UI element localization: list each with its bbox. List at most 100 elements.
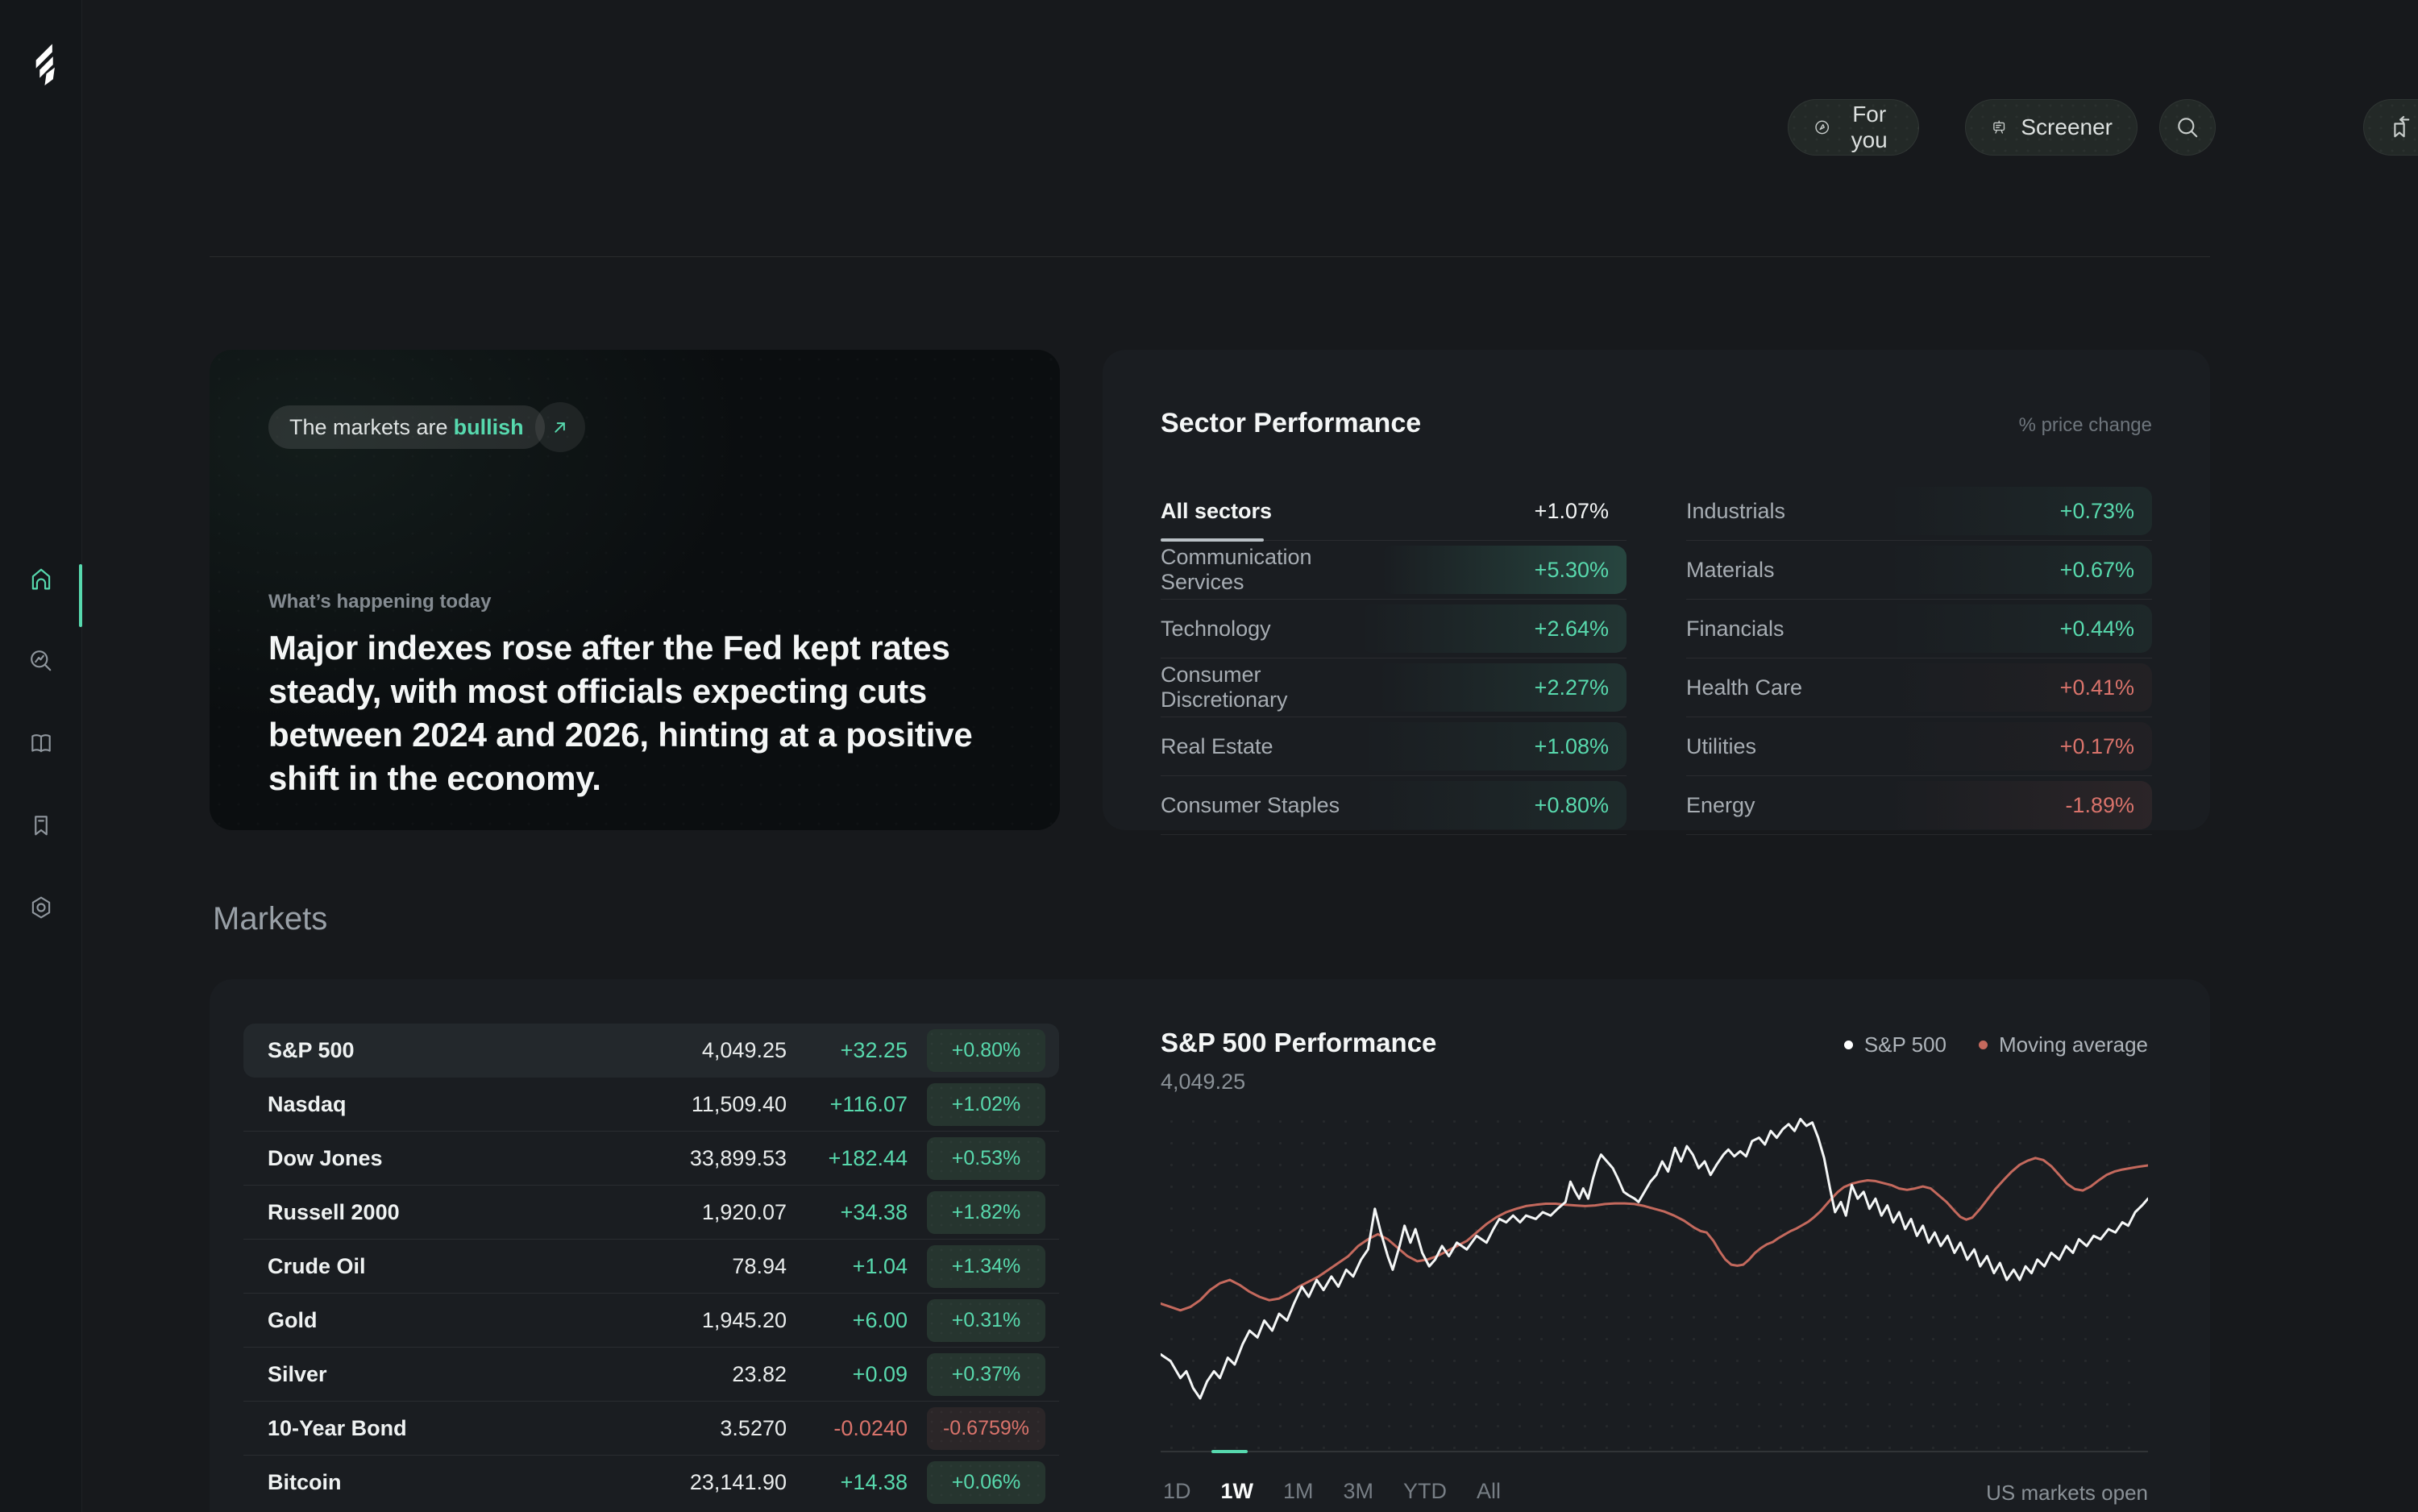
market-row-bitcoin[interactable]: Bitcoin 23,141.90 +14.38 +0.06% xyxy=(243,1456,1059,1510)
tab-1d[interactable]: 1D xyxy=(1163,1479,1191,1503)
sector-change-badge: +1.08% xyxy=(1361,722,1627,771)
sp500-chart-panel: S&P 500 Performance 4,049.25 S&P 500 Mov… xyxy=(1161,979,2148,1512)
market-change: +6.00 xyxy=(852,1307,908,1332)
market-change: -0.0240 xyxy=(833,1415,908,1440)
sector-row[interactable]: Real Estate +1.08% xyxy=(1161,717,1627,776)
tab-all[interactable]: All xyxy=(1477,1479,1502,1503)
sector-change-badge: +2.27% xyxy=(1377,663,1627,712)
market-name: Nasdaq xyxy=(268,1091,347,1116)
market-change: +1.04 xyxy=(852,1253,908,1278)
sector-row[interactable]: Energy -1.89% xyxy=(1686,776,2152,835)
moving-average-line xyxy=(1161,1157,2148,1312)
sector-row[interactable]: Consumer Discretionary +2.27% xyxy=(1161,658,1627,717)
chart-title: S&P 500 Performance xyxy=(1161,1028,1437,1057)
legend-item-sp500[interactable]: S&P 500 xyxy=(1843,1032,1946,1057)
screener-button[interactable]: Screener xyxy=(1965,99,2138,156)
screener-label: Screener xyxy=(2021,114,2113,139)
sector-row[interactable]: Materials +0.67% xyxy=(1686,541,2152,600)
app-logo-icon[interactable] xyxy=(24,42,60,90)
for-you-button[interactable]: For you xyxy=(1788,99,1919,156)
market-name: Russell 2000 xyxy=(268,1199,400,1224)
market-pct-badge: -0.6759% xyxy=(927,1406,1045,1450)
market-value: 23,141.90 xyxy=(689,1470,787,1494)
market-row-dow-jones[interactable]: Dow Jones 33,899.53 +182.44 +0.53% xyxy=(243,1132,1059,1186)
sector-row[interactable]: Health Care +0.41% xyxy=(1686,658,2152,717)
search-button[interactable] xyxy=(2159,99,2216,156)
sidebar-item-settings[interactable] xyxy=(27,893,56,922)
sentiment-prefix: The markets are xyxy=(289,414,448,439)
sector-column-right: Industrials +0.73% Materials +0.67% Fina… xyxy=(1686,482,2152,835)
legend-item-moving-average[interactable]: Moving average xyxy=(1979,1032,2148,1057)
header: For you Screener xyxy=(0,99,2418,156)
range-track-active-segment xyxy=(1211,1450,1248,1453)
market-sentiment-chip[interactable]: The markets are bullish xyxy=(268,405,545,449)
market-pct-badge: +0.80% xyxy=(927,1028,1045,1072)
market-pct-badge: +1.82% xyxy=(927,1190,1045,1234)
market-name: Gold xyxy=(268,1307,318,1332)
tab-1m[interactable]: 1M xyxy=(1283,1479,1314,1503)
sidebar-item-learn[interactable] xyxy=(27,729,56,758)
sector-change-badge: +0.41% xyxy=(1886,663,2152,712)
open-sentiment-button[interactable] xyxy=(535,402,585,452)
market-status-label: US markets open xyxy=(1986,1481,2148,1505)
market-row-crude-oil[interactable]: Crude Oil 78.94 +1.04 +1.34% xyxy=(243,1240,1059,1294)
sidebar-item-saved[interactable] xyxy=(27,811,56,840)
book-icon xyxy=(31,734,51,753)
tab-ytd[interactable]: YTD xyxy=(1403,1479,1448,1503)
market-pct-badge: +0.31% xyxy=(927,1298,1045,1342)
price-change-unit-label: % price change xyxy=(2018,414,2152,436)
sector-row[interactable]: Consumer Staples +0.80% xyxy=(1161,776,1627,835)
tab-3m[interactable]: 3M xyxy=(1343,1479,1374,1503)
sector-row[interactable]: Utilities +0.17% xyxy=(1686,717,2152,776)
sector-change-badge: +0.67% xyxy=(1886,546,2152,594)
sector-change-badge: -1.89% xyxy=(1886,781,2152,829)
for-you-label: For you xyxy=(1851,102,1888,152)
market-row-sp500[interactable]: S&P 500 4,049.25 +32.25 +0.80% xyxy=(243,1024,1059,1078)
market-value: 3.5270 xyxy=(720,1415,787,1440)
sector-value: +1.07% xyxy=(1534,498,1609,523)
market-change: +182.44 xyxy=(828,1145,908,1170)
market-value: 1,920.07 xyxy=(701,1199,787,1224)
market-change: +0.09 xyxy=(852,1361,908,1386)
sector-label: Industrials xyxy=(1686,498,1786,523)
market-row-nasdaq[interactable]: Nasdaq 11,509.40 +116.07 +1.02% xyxy=(243,1078,1059,1132)
market-value: 4,049.25 xyxy=(701,1037,787,1062)
market-value: 78.94 xyxy=(732,1253,787,1278)
sp500-line xyxy=(1161,1118,2148,1400)
arrow-up-right-icon xyxy=(555,422,565,433)
chart-plot-area[interactable] xyxy=(1161,1111,2148,1449)
sidebar-item-explore[interactable] xyxy=(27,646,56,675)
sidebar-item-home[interactable] xyxy=(27,564,56,593)
hero-kicker: What’s happening today xyxy=(268,591,492,613)
market-row-10-year-bond[interactable]: 10-Year Bond 3.5270 -0.0240 -0.6759% xyxy=(243,1402,1059,1456)
sector-label: Materials xyxy=(1686,557,1775,582)
save-for-later-button[interactable] xyxy=(2363,99,2418,156)
sector-row[interactable]: Industrials +0.73% xyxy=(1686,482,2152,541)
sector-row-all-sectors[interactable]: All sectors +1.07% xyxy=(1161,482,1627,542)
sentiment-value: bullish xyxy=(453,414,524,439)
hero-card-texture xyxy=(210,350,1060,830)
market-change: +14.38 xyxy=(840,1470,908,1494)
markets-table: S&P 500 4,049.25 +32.25 +0.80% Nasdaq 11… xyxy=(243,1024,1059,1510)
market-value: 11,509.40 xyxy=(691,1091,787,1116)
legend-label: S&P 500 xyxy=(1863,1032,1946,1057)
sector-row[interactable]: Technology +2.64% xyxy=(1161,600,1627,658)
tab-1w[interactable]: 1W xyxy=(1220,1479,1254,1503)
market-name: 10-Year Bond xyxy=(268,1415,407,1440)
market-row-gold[interactable]: Gold 1,945.20 +6.00 +0.31% xyxy=(243,1294,1059,1348)
market-row-silver[interactable]: Silver 23.82 +0.09 +0.37% xyxy=(243,1348,1059,1402)
market-row-russell-2000[interactable]: Russell 2000 1,920.07 +34.38 +1.82% xyxy=(243,1186,1059,1240)
sector-label: Technology xyxy=(1161,616,1271,641)
markets-card: S&P 500 4,049.25 +32.25 +0.80% Nasdaq 11… xyxy=(210,979,2210,1512)
sector-performance-title: Sector Performance xyxy=(1161,408,1422,438)
range-track xyxy=(1161,1450,2148,1453)
all-sectors-active-underline xyxy=(1161,538,1264,542)
sector-performance-card: Sector Performance % price change All se… xyxy=(1103,350,2210,835)
sector-row[interactable]: Communication Services +5.30% xyxy=(1161,541,1627,600)
sector-change-badge: +0.80% xyxy=(1361,781,1627,829)
market-pct-badge: +0.53% xyxy=(927,1136,1045,1180)
sector-label: Utilities xyxy=(1686,733,1757,758)
market-pct-badge: +0.06% xyxy=(927,1461,1045,1504)
sector-row[interactable]: Financials +0.44% xyxy=(1686,600,2152,658)
sector-label: Real Estate xyxy=(1161,733,1273,758)
